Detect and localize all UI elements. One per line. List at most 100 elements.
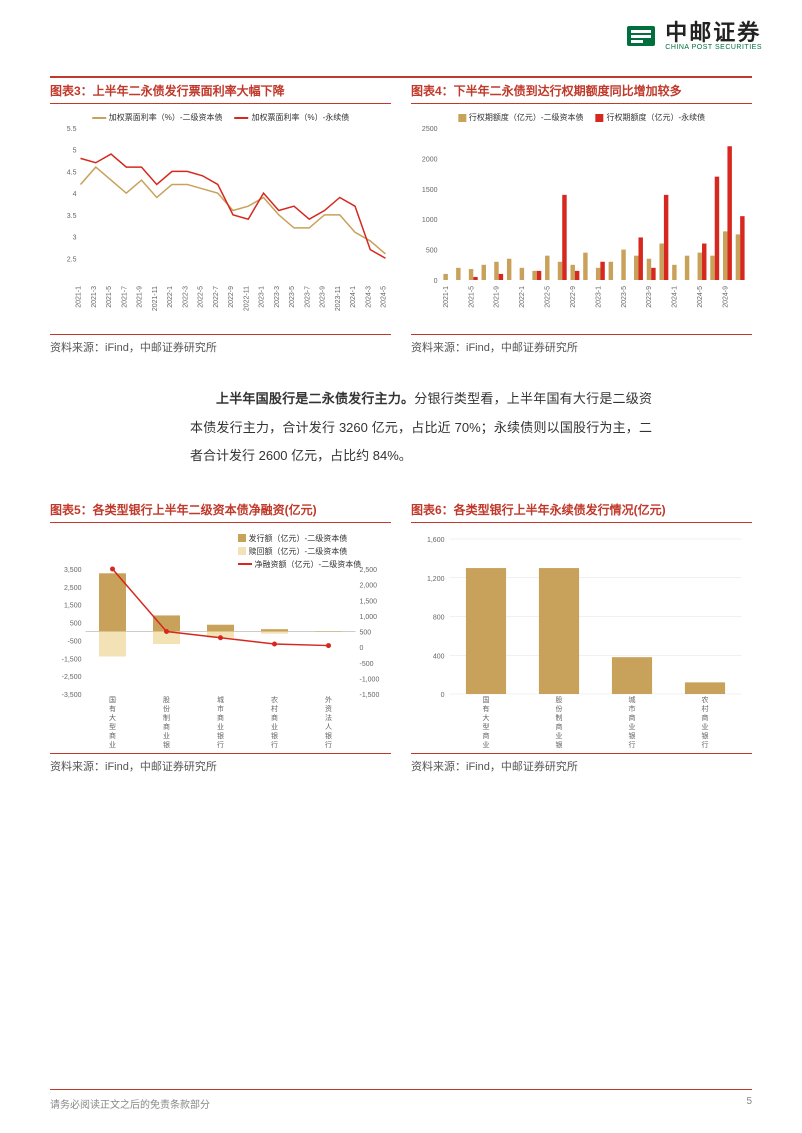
svg-text:银: 银: [325, 731, 332, 740]
svg-text:份: 份: [556, 704, 563, 713]
svg-text:份: 份: [163, 704, 170, 713]
svg-text:有: 有: [483, 704, 490, 713]
svg-text:2021-5: 2021-5: [468, 286, 475, 308]
svg-text:有: 有: [109, 704, 116, 713]
svg-text:-3,500: -3,500: [62, 692, 82, 699]
svg-text:4: 4: [73, 191, 77, 198]
chart-5-block: 图表5：各类型银行上半年二级资本债净融资(亿元) 发行额（亿元）-二级资本债 赎…: [50, 501, 391, 774]
svg-text:400: 400: [433, 653, 445, 660]
svg-text:2023-7: 2023-7: [304, 286, 311, 308]
svg-text:1500: 1500: [422, 187, 438, 194]
svg-text:4.5: 4.5: [67, 169, 77, 176]
svg-text:银: 银: [271, 731, 278, 740]
svg-text:行: 行: [217, 740, 224, 749]
svg-text:行: 行: [702, 740, 709, 749]
svg-text:500: 500: [360, 629, 372, 636]
chart-5-legend: 发行额（亿元）-二级资本债 赎回额（亿元）-二级资本债 净融资额（亿元）-二级资…: [238, 533, 362, 570]
svg-text:商: 商: [163, 722, 170, 731]
svg-text:2500: 2500: [422, 126, 438, 133]
svg-text:农: 农: [702, 695, 709, 704]
svg-text:2023-3: 2023-3: [274, 286, 281, 308]
svg-text:银: 银: [217, 731, 224, 740]
svg-text:银: 银: [629, 731, 636, 740]
body-paragraph: 上半年国股行是二永债发行主力。分银行类型看，上半年国有大行是二级资本债发行主力，…: [190, 385, 652, 471]
svg-text:行: 行: [325, 740, 332, 749]
svg-text:国: 国: [483, 696, 490, 704]
svg-text:业: 业: [483, 740, 490, 749]
chart-row-1: 图表3：上半年二永债发行票面利率大幅下降 加权票面利率（%）-二级资本债 加权票…: [50, 82, 752, 355]
chart-6-block: 图表6：各类型银行上半年永续债发行情况(亿元) 04008001,2001,60…: [411, 501, 752, 774]
svg-text:商: 商: [556, 722, 563, 731]
chart-4-source: 资料来源：iFind，中邮证券研究所: [411, 334, 752, 355]
page-content: 图表3：上半年二永债发行票面利率大幅下降 加权票面利率（%）-二级资本债 加权票…: [50, 82, 752, 782]
svg-text:2022-1: 2022-1: [519, 286, 526, 308]
svg-text:2022-9: 2022-9: [228, 286, 235, 308]
svg-text:行: 行: [629, 740, 636, 749]
svg-text:-500: -500: [360, 661, 374, 668]
svg-text:-2,500: -2,500: [62, 674, 82, 681]
svg-text:2021-5: 2021-5: [106, 286, 113, 308]
svg-text:业: 业: [109, 740, 116, 749]
svg-text:800: 800: [433, 614, 445, 621]
svg-text:3.5: 3.5: [67, 213, 77, 220]
chart-4-title: 图表4：下半年二永债到达行权期额度同比增加较多: [411, 82, 752, 104]
chart-4-legend-2: 行权期额度（亿元）-永续债: [607, 112, 706, 123]
svg-text:-500: -500: [67, 638, 81, 645]
svg-text:1000: 1000: [422, 217, 438, 224]
chart-3-area: 加权票面利率（%）-二级资本债 加权票面利率（%）-永续债 2.533.544.…: [50, 110, 391, 330]
svg-text:2023-5: 2023-5: [289, 286, 296, 308]
chart-6-title: 图表6：各类型银行上半年永续债发行情况(亿元): [411, 501, 752, 523]
svg-text:制: 制: [163, 713, 170, 722]
svg-text:商: 商: [483, 731, 490, 740]
svg-text:1,000: 1,000: [360, 614, 378, 621]
svg-text:2021-9: 2021-9: [137, 286, 144, 308]
chart-5-title: 图表5：各类型银行上半年二级资本债净融资(亿元): [50, 501, 391, 523]
chart-3-title: 图表3：上半年二永债发行票面利率大幅下降: [50, 82, 391, 104]
svg-text:业: 业: [217, 722, 224, 731]
svg-text:股: 股: [163, 696, 170, 704]
chart-3-block: 图表3：上半年二永债发行票面利率大幅下降 加权票面利率（%）-二级资本债 加权票…: [50, 82, 391, 355]
chart-4-legend-1: 行权期额度（亿元）-二级资本债: [469, 112, 584, 123]
svg-text:2024-9: 2024-9: [722, 286, 729, 308]
svg-text:2022-1: 2022-1: [167, 286, 174, 308]
footer-page-number: 5: [746, 1096, 752, 1111]
chart-5-legend-1: 发行额（亿元）-二级资本债: [249, 533, 348, 544]
brand-name-en: CHINA POST SECURITIES: [665, 44, 762, 51]
svg-text:2022-5: 2022-5: [198, 286, 205, 308]
svg-text:2000: 2000: [422, 156, 438, 163]
svg-text:银: 银: [702, 731, 709, 740]
chart-5-legend-2: 赎回额（亿元）-二级资本债: [249, 546, 348, 557]
chart-4-legend: 行权期额度（亿元）-二级资本债 行权期额度（亿元）-永续债: [458, 112, 705, 123]
svg-text:业: 业: [271, 722, 278, 731]
svg-text:5: 5: [73, 148, 77, 155]
svg-text:业: 业: [163, 731, 170, 740]
chart-3-legend-1: 加权票面利率（%）-二级资本债: [109, 112, 223, 123]
svg-text:商: 商: [109, 731, 116, 740]
svg-text:村: 村: [702, 704, 709, 713]
svg-text:2024-1: 2024-1: [350, 286, 357, 308]
svg-text:2,000: 2,000: [360, 582, 378, 589]
chart-3-legend-2: 加权票面利率（%）-永续债: [252, 112, 350, 123]
svg-text:2022-3: 2022-3: [182, 286, 189, 308]
svg-text:商: 商: [629, 713, 636, 722]
svg-text:股: 股: [556, 696, 563, 704]
svg-text:500: 500: [70, 620, 82, 627]
chart-5-source: 资料来源：iFind，中邮证券研究所: [50, 753, 391, 774]
svg-text:银: 银: [163, 740, 170, 749]
svg-text:2023-9: 2023-9: [320, 286, 327, 308]
svg-text:2021-3: 2021-3: [91, 286, 98, 308]
svg-text:0: 0: [441, 692, 445, 699]
svg-text:2024-1: 2024-1: [672, 286, 679, 308]
svg-text:1,200: 1,200: [427, 576, 445, 583]
svg-text:型: 型: [109, 722, 116, 731]
logo-icon: [625, 20, 657, 52]
svg-text:银: 银: [556, 740, 563, 749]
chart-row-2: 图表5：各类型银行上半年二级资本债净融资(亿元) 发行额（亿元）-二级资本债 赎…: [50, 501, 752, 774]
chart-5-legend-3: 净融资额（亿元）-二级资本债: [255, 559, 362, 570]
svg-text:2021-1: 2021-1: [76, 286, 83, 308]
svg-text:大: 大: [109, 713, 116, 722]
svg-text:资: 资: [325, 704, 332, 713]
svg-text:3: 3: [73, 235, 77, 242]
svg-text:0: 0: [360, 645, 364, 652]
svg-text:2023-9: 2023-9: [646, 286, 653, 308]
